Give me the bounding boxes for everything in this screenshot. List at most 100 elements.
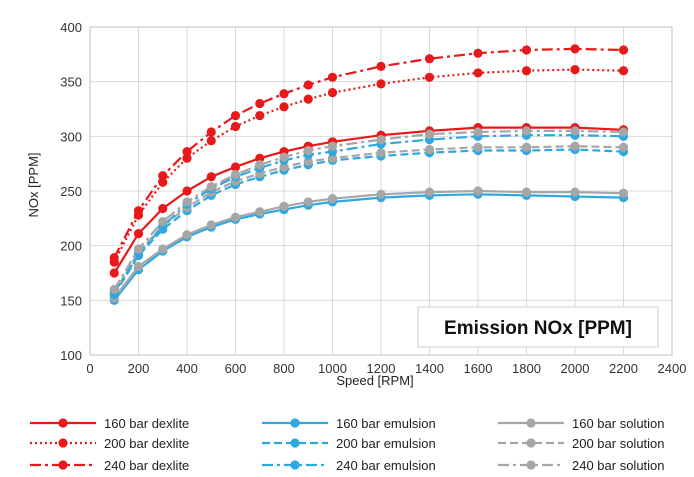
data-point: [303, 156, 313, 167]
data-point: [255, 207, 265, 217]
x-tick-label: 1400: [415, 361, 444, 376]
data-point: [255, 98, 265, 109]
legend-item: 240 bar dexlite: [30, 458, 189, 473]
data-point: [255, 110, 265, 121]
data-point: [521, 142, 532, 152]
data-point: [618, 127, 629, 137]
data-point: [424, 72, 435, 82]
data-point: [206, 127, 216, 137]
series-160-bar-solution: [109, 186, 629, 303]
series-240-bar-dexlite: [109, 44, 629, 263]
y-tick-label: 200: [60, 239, 82, 254]
data-point: [473, 68, 483, 78]
annotation-box: Emission NOx [PPM]: [417, 306, 659, 348]
data-point: [327, 72, 338, 82]
data-point: [230, 170, 241, 180]
plot-frame: [89, 26, 673, 356]
data-point: [376, 189, 386, 199]
x-tick-label: 2400: [658, 361, 687, 376]
data-point: [230, 121, 241, 132]
y-tick-label: 150: [60, 293, 82, 308]
series-line: [113, 193, 624, 301]
data-point: [279, 152, 289, 162]
data-point: [327, 194, 338, 204]
legend-swatch-marker: [58, 460, 68, 470]
data-point: [109, 253, 119, 263]
data-point: [206, 172, 216, 182]
data-point: [182, 230, 192, 240]
legend-label: 160 bar solution: [572, 416, 665, 431]
legend-label: 240 bar solution: [572, 458, 665, 473]
data-point: [133, 229, 144, 239]
data-point: [473, 186, 483, 196]
data-point: [570, 65, 580, 75]
data-point: [473, 48, 483, 58]
legend-swatch-marker: [290, 418, 300, 428]
annotation-label: Emission NOx [PPM]: [444, 318, 632, 339]
data-point: [303, 94, 313, 104]
data-point: [182, 186, 192, 196]
series-line: [113, 145, 624, 294]
x-tick-label: 400: [176, 361, 198, 376]
data-point: [521, 45, 532, 55]
legend-item: 160 bar emulsion: [262, 416, 436, 431]
legend-item: 160 bar dexlite: [30, 416, 189, 431]
data-point: [618, 142, 629, 152]
y-tick-label: 100: [60, 348, 82, 363]
legend-label: 200 bar solution: [572, 436, 665, 451]
series-240-bar-solution: [109, 126, 629, 294]
series-line: [113, 189, 624, 299]
series-line: [113, 47, 624, 259]
data-point: [230, 212, 241, 222]
data-point: [473, 127, 483, 137]
data-point: [255, 153, 265, 163]
data-point: [570, 141, 580, 151]
data-point: [376, 135, 386, 145]
data-point: [206, 136, 216, 146]
series-line: [113, 68, 624, 263]
legend-swatch-marker: [58, 418, 68, 428]
data-point: [303, 197, 313, 207]
legend-swatch-marker: [290, 460, 300, 470]
data-point: [618, 45, 629, 55]
data-point: [521, 187, 532, 197]
legend-label: 240 bar emulsion: [336, 458, 436, 473]
legend-item: 240 bar solution: [498, 458, 665, 473]
data-point: [182, 197, 192, 207]
data-point: [618, 188, 629, 198]
data-point: [133, 244, 144, 254]
data-point: [327, 153, 338, 163]
x-tick-labels: 0 200 400 600 800 1000 1200 1400 1600 1800 2000 220…: [86, 361, 686, 376]
data-point: [570, 44, 580, 54]
data-point: [521, 126, 532, 136]
data-point: [158, 217, 168, 227]
data-point: [279, 201, 289, 211]
data-point: [424, 144, 435, 155]
data-point: [473, 142, 483, 152]
data-point: [424, 187, 435, 197]
x-tick-label: 1600: [464, 361, 493, 376]
y-tick-label: 400: [60, 20, 82, 35]
data-point: [158, 203, 168, 214]
x-tick-label: 1000: [318, 361, 347, 376]
y-tick-label: 350: [60, 75, 82, 90]
legend-swatch-marker: [526, 418, 536, 428]
data-point: [109, 268, 119, 278]
data-point: [133, 206, 144, 216]
data-point: [206, 182, 216, 192]
data-point: [376, 61, 386, 71]
data-point: [182, 147, 192, 157]
data-point: [424, 54, 435, 64]
data-point: [376, 79, 386, 89]
series-line: [113, 129, 624, 290]
data-point: [618, 66, 629, 76]
x-tick-label: 200: [128, 361, 150, 376]
data-point: [182, 153, 192, 163]
series-200-bar-dexlite: [109, 65, 629, 267]
data-point: [303, 145, 313, 156]
data-point: [230, 162, 241, 172]
data-point: [521, 66, 532, 76]
legend-item: 200 bar emulsion: [262, 436, 436, 451]
data-point: [230, 110, 241, 121]
